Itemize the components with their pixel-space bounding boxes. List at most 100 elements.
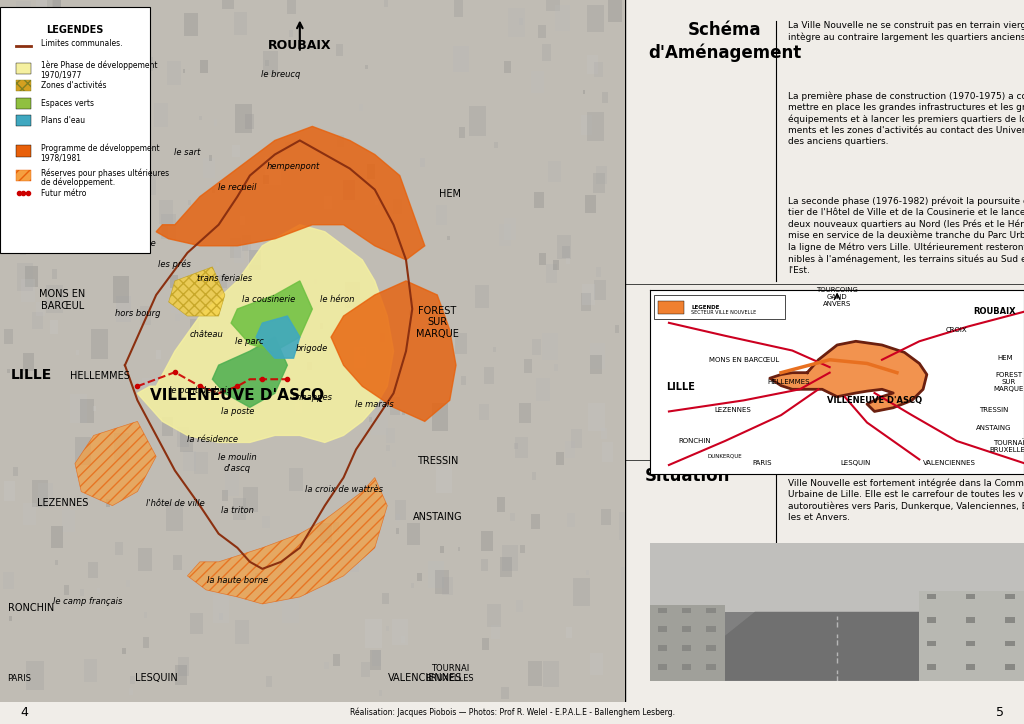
Bar bbox=[581, 115, 593, 135]
Text: FOREST
SUR
MARQUE: FOREST SUR MARQUE bbox=[416, 306, 459, 339]
Bar bbox=[23, 353, 34, 371]
Bar bbox=[565, 626, 572, 638]
Polygon shape bbox=[212, 337, 288, 408]
Bar bbox=[682, 645, 691, 651]
Bar bbox=[295, 400, 302, 413]
Bar bbox=[156, 350, 162, 358]
Bar bbox=[376, 201, 378, 205]
Bar bbox=[46, 0, 60, 9]
Bar bbox=[229, 238, 242, 258]
Polygon shape bbox=[75, 421, 156, 505]
Bar bbox=[74, 193, 86, 213]
Bar bbox=[588, 5, 603, 33]
Bar bbox=[370, 650, 381, 670]
Bar bbox=[431, 403, 449, 431]
Bar bbox=[601, 509, 611, 526]
Text: RONCHIN: RONCHIN bbox=[679, 438, 712, 444]
Bar bbox=[587, 112, 604, 141]
Bar bbox=[1006, 618, 1015, 623]
Bar bbox=[586, 570, 589, 575]
Text: TOURNAÏ
BRUXELLES: TOURNAÏ BRUXELLES bbox=[989, 439, 1024, 453]
Bar bbox=[55, 560, 58, 565]
Bar bbox=[35, 70, 50, 95]
Text: 1970/1977: 1970/1977 bbox=[41, 71, 82, 80]
Bar bbox=[966, 641, 976, 646]
Bar bbox=[481, 531, 493, 551]
Bar bbox=[682, 607, 691, 613]
Bar bbox=[475, 285, 489, 308]
Text: LESQUIN: LESQUIN bbox=[135, 673, 177, 683]
Bar bbox=[588, 403, 605, 431]
Bar bbox=[459, 127, 466, 138]
FancyBboxPatch shape bbox=[0, 7, 150, 253]
Bar bbox=[262, 515, 269, 529]
Bar bbox=[682, 664, 691, 670]
Text: 1978/1981: 1978/1981 bbox=[41, 153, 82, 162]
Bar bbox=[358, 104, 362, 111]
Bar bbox=[105, 499, 111, 507]
Bar bbox=[15, 1, 31, 26]
Text: le sart: le sart bbox=[174, 148, 201, 156]
Bar bbox=[57, 76, 63, 86]
Text: 1ère Phase de développement: 1ère Phase de développement bbox=[41, 61, 157, 70]
Bar bbox=[337, 135, 344, 147]
Bar bbox=[657, 645, 667, 651]
Bar bbox=[548, 161, 561, 182]
Bar bbox=[80, 399, 94, 424]
Bar bbox=[515, 437, 527, 458]
Text: PARIS: PARIS bbox=[753, 460, 772, 466]
Bar bbox=[26, 266, 38, 287]
Bar bbox=[623, 289, 637, 312]
Bar bbox=[590, 653, 602, 675]
Text: le recueil: le recueil bbox=[218, 182, 257, 192]
Bar bbox=[530, 513, 540, 529]
Bar bbox=[4, 329, 12, 344]
Bar bbox=[920, 591, 1024, 681]
Bar bbox=[546, 0, 559, 11]
Bar bbox=[657, 664, 667, 670]
Bar bbox=[594, 62, 603, 77]
Text: Situé à 7 km à l'Est de Lille et à 6 km au Sud de Roubaix, la
Ville Nouvelle est: Situé à 7 km à l'Est de Lille et à 6 km … bbox=[788, 467, 1024, 522]
Bar bbox=[365, 619, 382, 648]
Bar bbox=[282, 594, 299, 623]
Bar bbox=[62, 509, 76, 531]
Bar bbox=[63, 585, 70, 595]
Bar bbox=[469, 106, 486, 135]
Bar bbox=[510, 513, 515, 521]
Bar bbox=[15, 62, 31, 74]
Bar bbox=[567, 513, 575, 527]
Bar bbox=[590, 355, 601, 374]
Text: VILLENEUVE D'ASCQ: VILLENEUVE D'ASCQ bbox=[827, 396, 922, 405]
Bar bbox=[333, 522, 339, 532]
Bar bbox=[38, 484, 52, 508]
Bar bbox=[219, 613, 223, 620]
Bar bbox=[502, 544, 518, 571]
Text: 4: 4 bbox=[20, 706, 29, 719]
Bar bbox=[143, 637, 150, 648]
Polygon shape bbox=[231, 281, 312, 351]
Bar bbox=[110, 46, 118, 60]
Text: le breucq: le breucq bbox=[261, 70, 301, 79]
Text: RONCHIN: RONCHIN bbox=[8, 603, 54, 613]
Polygon shape bbox=[256, 316, 300, 358]
Bar bbox=[387, 301, 403, 328]
Bar bbox=[144, 227, 146, 230]
Text: ROUBAIX: ROUBAIX bbox=[268, 39, 332, 52]
Bar bbox=[114, 46, 125, 64]
Bar bbox=[614, 325, 620, 333]
Text: HELLEMMES: HELLEMMES bbox=[767, 379, 810, 385]
Bar bbox=[650, 605, 725, 681]
Bar bbox=[159, 201, 173, 224]
Bar bbox=[232, 145, 240, 157]
Bar bbox=[514, 443, 518, 450]
Bar bbox=[285, 143, 290, 151]
Bar bbox=[80, 589, 84, 596]
Bar bbox=[265, 157, 282, 185]
Bar bbox=[15, 98, 31, 109]
Bar bbox=[240, 216, 246, 225]
Text: la cousinerie: la cousinerie bbox=[242, 295, 295, 304]
Text: PARIS: PARIS bbox=[7, 674, 31, 683]
Bar bbox=[65, 23, 77, 44]
Bar bbox=[40, 0, 46, 7]
Bar bbox=[95, 473, 100, 484]
